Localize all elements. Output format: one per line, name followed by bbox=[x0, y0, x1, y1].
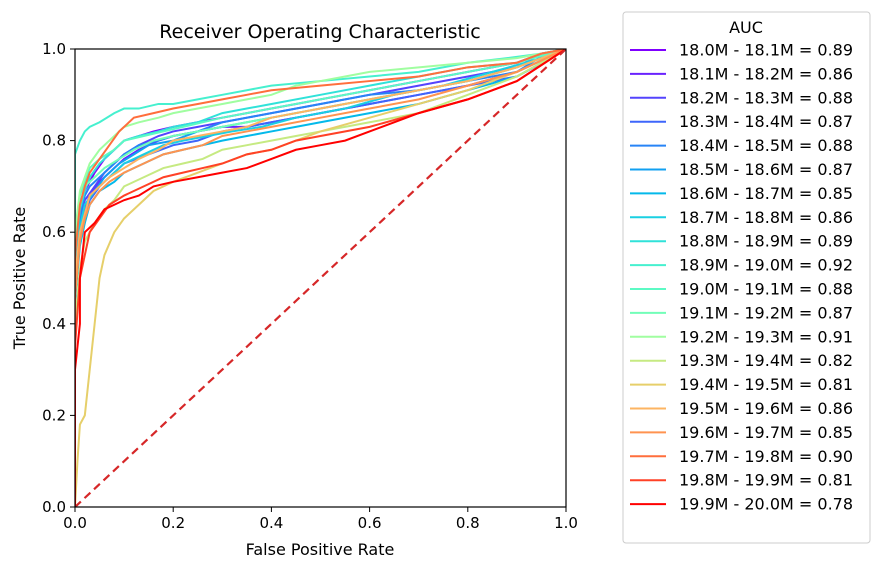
y-tick-label: 0.0 bbox=[42, 498, 66, 516]
y-axis-ticks: 0.0 0.2 0.4 0.6 0.8 1.0 bbox=[42, 40, 75, 516]
legend-items: 18.0M - 18.1M = 0.89 18.1M - 18.2M = 0.86… bbox=[630, 41, 853, 514]
y-tick-label: 0.4 bbox=[42, 315, 66, 333]
plot-frame bbox=[74, 48, 567, 508]
roc-curve-15 bbox=[75, 49, 566, 507]
legend-label: 18.7M - 18.8M = 0.86 bbox=[679, 208, 853, 227]
roc-curve-3 bbox=[75, 49, 566, 507]
x-tick-label: 0.2 bbox=[161, 514, 185, 532]
legend-label: 18.5M - 18.6M = 0.87 bbox=[679, 160, 853, 179]
x-tick-label: 1.0 bbox=[554, 514, 578, 532]
legend-label: 18.1M - 18.2M = 0.86 bbox=[679, 64, 853, 83]
legend-label: 19.9M - 20.0M = 0.78 bbox=[679, 495, 853, 514]
roc-curve-11 bbox=[75, 49, 566, 507]
legend-label: 18.4M - 18.5M = 0.88 bbox=[679, 136, 853, 155]
legend-label: 19.1M - 19.2M = 0.87 bbox=[679, 303, 853, 322]
x-axis-label: False Positive Rate bbox=[246, 540, 395, 559]
legend: AUC 18.0M - 18.1M = 0.89 18.1M - 18.2M = … bbox=[622, 11, 871, 544]
x-tick-label: 0.0 bbox=[63, 514, 87, 532]
roc-curve-18 bbox=[75, 49, 566, 507]
diagonal-layer bbox=[75, 49, 566, 507]
chart-title: Receiver Operating Characteristic bbox=[159, 21, 480, 43]
legend-label: 19.3M - 19.4M = 0.82 bbox=[679, 351, 853, 370]
plot-area bbox=[75, 49, 566, 507]
legend-label: 18.2M - 18.3M = 0.88 bbox=[679, 88, 853, 107]
legend-label: 19.7M - 19.8M = 0.90 bbox=[679, 447, 853, 466]
legend-label: 19.6M - 19.7M = 0.85 bbox=[679, 423, 853, 442]
legend-title: AUC bbox=[729, 18, 763, 37]
y-tick-label: 0.2 bbox=[42, 406, 66, 424]
legend-label: 18.0M - 18.1M = 0.89 bbox=[679, 41, 853, 60]
x-axis-ticks: 0.0 0.2 0.4 0.6 0.8 1.0 bbox=[63, 507, 578, 532]
roc-curve-10 bbox=[75, 49, 566, 507]
x-tick-label: 0.6 bbox=[358, 514, 382, 532]
y-tick-label: 0.8 bbox=[42, 132, 66, 150]
legend-box bbox=[622, 11, 871, 544]
legend-label: 19.0M - 19.1M = 0.88 bbox=[679, 280, 853, 299]
roc-curve-20 bbox=[75, 49, 566, 507]
roc-curve-16 bbox=[75, 49, 566, 507]
x-tick-label: 0.8 bbox=[456, 514, 480, 532]
y-axis-label: True Positive Rate bbox=[10, 207, 29, 351]
legend-label: 18.9M - 19.0M = 0.92 bbox=[679, 256, 853, 275]
roc-curve-19 bbox=[75, 49, 566, 507]
y-tick-label: 1.0 bbox=[42, 40, 66, 58]
y-tick-label: 0.6 bbox=[42, 223, 66, 241]
legend-label: 19.4M - 19.5M = 0.81 bbox=[679, 375, 853, 394]
legend-label: 18.6M - 18.7M = 0.85 bbox=[679, 184, 853, 203]
legend-label: 19.8M - 19.9M = 0.81 bbox=[679, 471, 853, 490]
legend-label: 19.5M - 19.6M = 0.86 bbox=[679, 399, 853, 418]
legend-label: 18.3M - 18.4M = 0.87 bbox=[679, 112, 853, 131]
legend-label: 19.2M - 19.3M = 0.91 bbox=[679, 327, 853, 346]
x-tick-label: 0.4 bbox=[259, 514, 283, 532]
roc-curve-17 bbox=[75, 49, 566, 507]
roc-curve-13 bbox=[75, 49, 566, 507]
chance-diagonal-line bbox=[75, 49, 566, 507]
legend-label: 18.8M - 18.9M = 0.89 bbox=[679, 232, 853, 251]
series-layer bbox=[75, 49, 566, 507]
